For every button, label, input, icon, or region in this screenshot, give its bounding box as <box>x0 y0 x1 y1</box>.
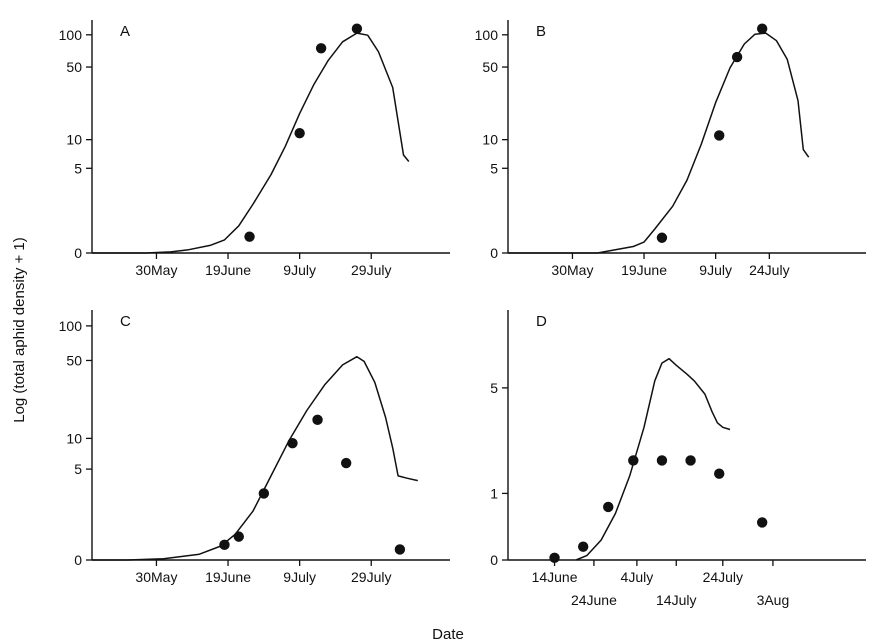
x-tick-label: 19June <box>205 569 251 585</box>
y-tick-label: 5 <box>74 461 82 477</box>
observed-point <box>258 488 270 499</box>
x-tick-label: 19June <box>621 262 667 278</box>
observed-point <box>577 541 589 552</box>
observed-point <box>351 23 363 34</box>
y-tick-label: 50 <box>482 59 498 75</box>
observed-point <box>756 23 768 34</box>
y-tick-label: 100 <box>59 27 83 43</box>
observed-point <box>756 517 768 528</box>
observed-point <box>685 455 696 466</box>
x-tick-label: 9July <box>283 262 316 278</box>
observed-point <box>549 552 560 563</box>
y-tick-label: 50 <box>66 59 82 75</box>
y-tick-label: 100 <box>475 27 499 43</box>
x-tick-label: 4July <box>621 569 654 585</box>
observed-point <box>315 43 327 54</box>
y-tick-label: 5 <box>490 380 498 396</box>
x-axis-title: Date <box>432 626 464 643</box>
y-axis-title: Log (total aphid density + 1) <box>11 237 28 423</box>
x-tick-label: 24June <box>571 592 617 608</box>
x-tick-label: 14July <box>656 592 696 608</box>
observed-point <box>656 232 668 243</box>
y-tick-label: 0 <box>490 552 498 568</box>
panel-c: 0 5 10 50 100 30May 19June 9July 29July C <box>59 310 450 585</box>
x-tick-label: 29July <box>351 569 391 585</box>
y-tick-label: 5 <box>74 160 82 176</box>
panel-letter: D <box>536 313 547 330</box>
panel-letter: A <box>120 23 130 40</box>
x-tick-label: 24July <box>703 569 743 585</box>
model-curve <box>92 32 410 254</box>
model-curve <box>508 32 810 254</box>
observed-point <box>603 501 614 513</box>
y-tick-label: 10 <box>66 430 82 446</box>
x-tick-label: 30May <box>135 262 177 278</box>
model-curve <box>92 355 418 561</box>
x-tick-label: 24July <box>749 262 789 278</box>
panel-letter: C <box>120 313 131 330</box>
x-tick-label: 30May <box>135 569 177 585</box>
panel-b: 0 5 10 50 100 30May 19June 9July 24July B <box>475 20 866 278</box>
y-tick-label: 5 <box>490 160 498 176</box>
y-tick-label: 100 <box>59 318 83 334</box>
x-tick-label: 29July <box>351 262 391 278</box>
observed-point <box>294 128 305 139</box>
observed-point <box>219 539 230 551</box>
y-tick-label: 10 <box>66 132 82 148</box>
observed-point <box>714 468 725 479</box>
x-tick-label: 3Aug <box>757 592 790 608</box>
panel-a: 0 5 10 50 100 30May 19June 9July 29July A <box>59 20 450 278</box>
model-curve <box>575 357 731 561</box>
y-tick-label: 1 <box>490 485 498 501</box>
y-tick-label: 0 <box>490 245 498 261</box>
x-tick-label: 14June <box>532 569 578 585</box>
observed-point <box>287 437 298 449</box>
observed-point <box>233 531 244 542</box>
observed-point <box>731 51 743 63</box>
observed-point <box>628 455 639 466</box>
x-tick-label: 30May <box>551 262 593 278</box>
observed-point <box>394 544 406 555</box>
y-tick-label: 10 <box>482 132 498 148</box>
observed-point <box>656 455 668 466</box>
x-tick-label: 19June <box>205 262 251 278</box>
y-tick-label: 0 <box>74 552 82 568</box>
x-tick-label: 9July <box>283 569 316 585</box>
observed-point <box>244 231 255 242</box>
observed-point <box>340 457 352 469</box>
panel-letter: B <box>536 23 546 40</box>
observed-point <box>312 414 323 426</box>
x-tick-label: 9July <box>699 262 732 278</box>
observed-point <box>714 130 725 141</box>
y-tick-label: 50 <box>66 352 82 368</box>
y-tick-label: 0 <box>74 245 82 261</box>
